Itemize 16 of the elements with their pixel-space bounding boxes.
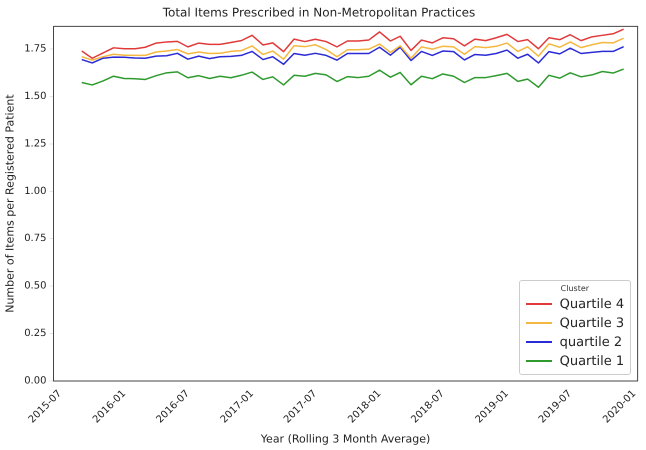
x-axis-title: Year (Rolling 3 Month Average) [260, 432, 430, 446]
y-tick-label: 0.75 [24, 233, 46, 244]
chart-title: Total Items Prescribed in Non-Metropolitan Practices [162, 5, 476, 20]
y-tick-label: 1.75 [24, 44, 46, 55]
y-tick-label: 0.50 [24, 280, 46, 292]
legend-title: Cluster [560, 284, 590, 293]
y-axis-title: Number of Items per Registered Patient [3, 94, 16, 313]
legend-label: Quartile 3 [560, 316, 624, 331]
y-tick-label: 1.50 [24, 91, 46, 102]
y-tick-label: 0.25 [24, 328, 46, 339]
y-tick-label: 0.00 [24, 375, 46, 386]
y-tick-label: 1.25 [24, 138, 46, 150]
y-tick-label: 1.00 [24, 186, 46, 197]
legend-label: Quartile 4 [560, 296, 624, 312]
legend-label: Quartile 1 [560, 354, 624, 369]
legend-label: quartile 2 [560, 334, 622, 350]
